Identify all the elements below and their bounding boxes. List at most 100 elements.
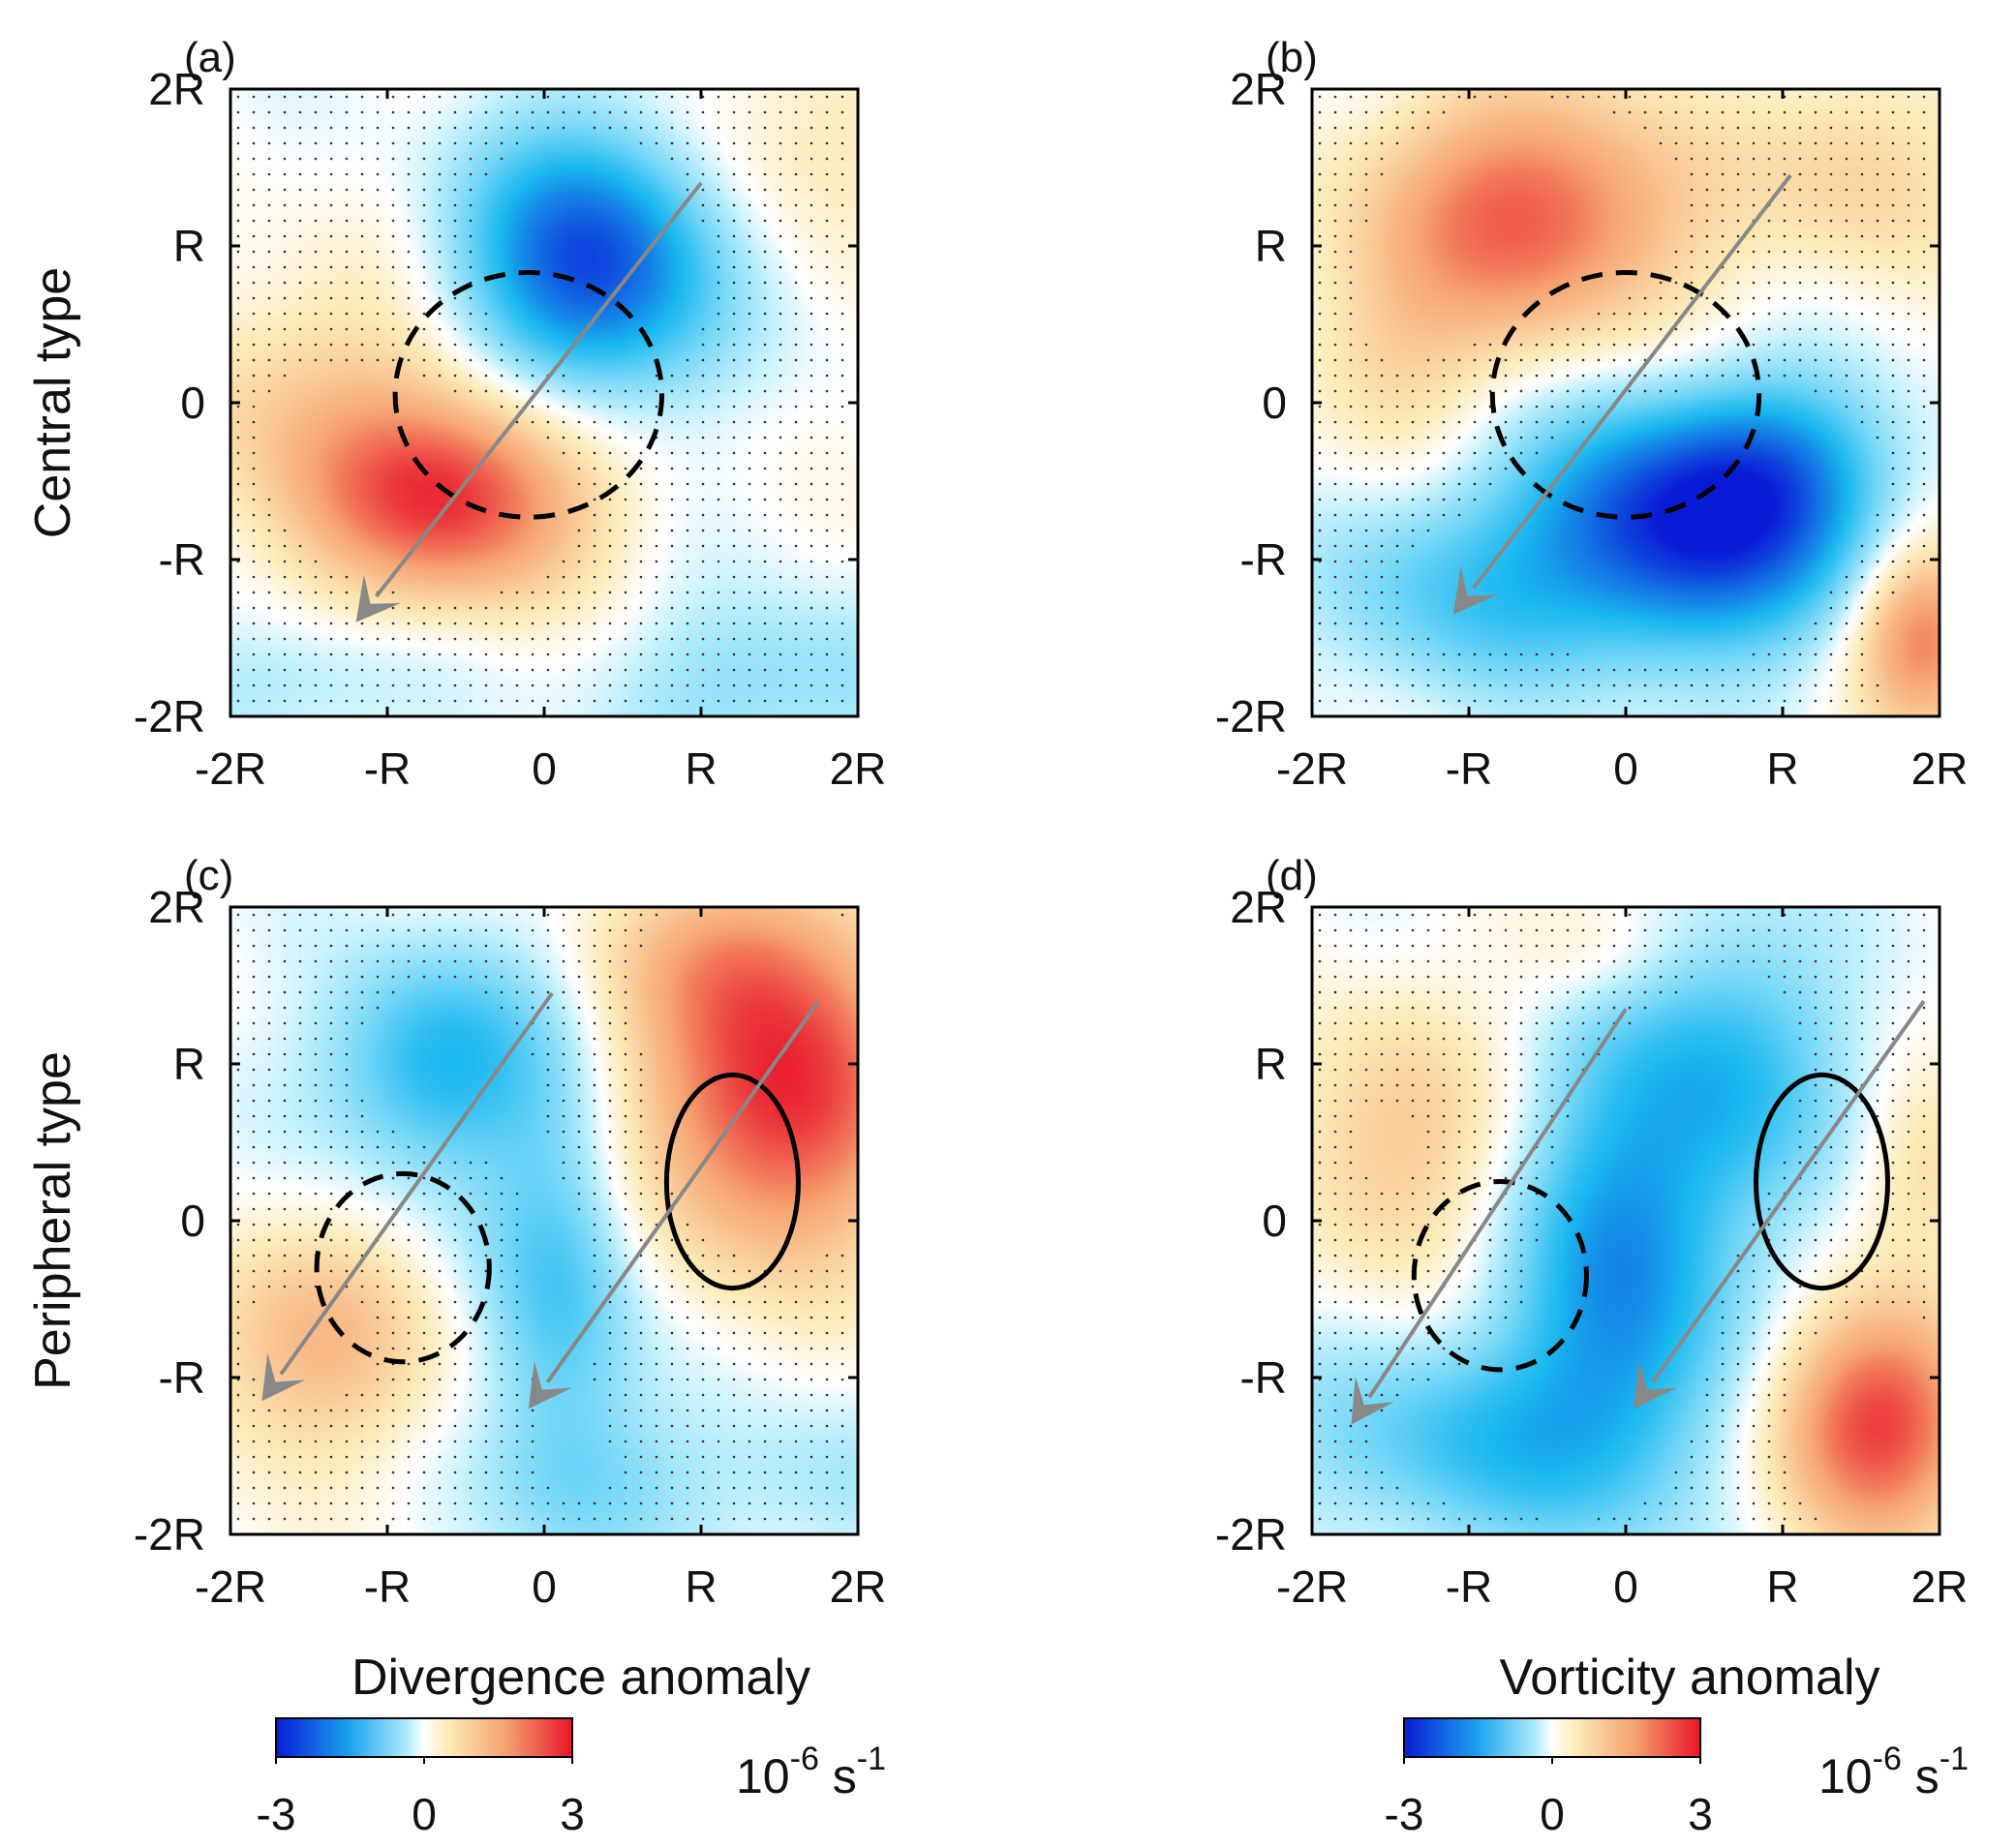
significance-dot bbox=[1333, 1347, 1337, 1350]
significance-dot bbox=[686, 389, 689, 393]
significance-dot bbox=[809, 358, 813, 362]
significance-dot bbox=[1829, 959, 1833, 963]
significance-dot bbox=[1736, 1378, 1740, 1381]
significance-dot bbox=[391, 637, 395, 641]
significance-dot bbox=[314, 560, 318, 563]
significance-dot bbox=[732, 621, 736, 625]
significance-dot bbox=[1736, 203, 1740, 207]
unit-exp1-vorticity: -6 bbox=[1873, 1741, 1902, 1777]
significance-dot bbox=[360, 1099, 364, 1103]
significance-dot bbox=[314, 1021, 318, 1025]
significance-dot bbox=[779, 1285, 782, 1288]
significance-dot bbox=[624, 126, 627, 130]
significance-dot bbox=[794, 389, 798, 393]
significance-dot bbox=[1876, 327, 1879, 331]
significance-dot bbox=[546, 699, 550, 703]
significance-dot bbox=[1783, 1470, 1787, 1474]
significance-dot bbox=[345, 1439, 349, 1443]
significance-dot bbox=[794, 544, 798, 548]
significance-dot bbox=[701, 327, 705, 331]
significance-dot bbox=[1814, 1037, 1817, 1041]
significance-dot bbox=[329, 234, 333, 238]
significance-dot bbox=[376, 95, 380, 99]
significance-dot bbox=[686, 95, 689, 99]
significance-dot bbox=[1829, 95, 1833, 99]
significance-dot bbox=[267, 188, 271, 192]
significance-dot bbox=[345, 1176, 349, 1180]
significance-dot bbox=[732, 544, 736, 548]
significance-dot bbox=[500, 126, 504, 130]
significance-dot bbox=[283, 1192, 287, 1196]
significance-dot bbox=[1860, 1068, 1864, 1072]
significance-dot bbox=[840, 374, 844, 378]
significance-dot bbox=[608, 1501, 612, 1505]
significance-dot bbox=[825, 327, 829, 331]
significance-dot bbox=[1457, 652, 1461, 656]
significance-dot bbox=[624, 913, 627, 917]
significance-dot bbox=[794, 683, 798, 687]
y-tick-c-2: 0 bbox=[180, 1196, 205, 1246]
significance-dot bbox=[1736, 1347, 1740, 1350]
significance-dot bbox=[825, 1501, 829, 1505]
significance-dot bbox=[1767, 358, 1771, 362]
significance-dot bbox=[391, 327, 395, 331]
significance-dot bbox=[624, 482, 627, 486]
significance-dot bbox=[407, 1316, 411, 1319]
significance-dot bbox=[469, 913, 473, 917]
significance-dot bbox=[779, 544, 782, 548]
significance-dot bbox=[794, 560, 798, 563]
significance-dot bbox=[407, 219, 411, 223]
significance-dot bbox=[1349, 467, 1353, 470]
significance-dot bbox=[1814, 975, 1817, 979]
y-tick-c-0: 2R bbox=[148, 882, 205, 932]
unit-exp1-divergence: -6 bbox=[790, 1741, 819, 1777]
significance-dot bbox=[1318, 467, 1322, 470]
significance-dot bbox=[1488, 1316, 1492, 1319]
significance-dot bbox=[624, 606, 627, 610]
significance-dot bbox=[825, 668, 829, 672]
significance-dot bbox=[639, 482, 643, 486]
significance-dot bbox=[1318, 1192, 1322, 1196]
significance-dot bbox=[577, 95, 581, 99]
significance-dot bbox=[283, 544, 287, 548]
significance-dot bbox=[1395, 482, 1399, 486]
significance-dot bbox=[1798, 1331, 1802, 1335]
significance-dot bbox=[252, 1501, 256, 1505]
significance-dot bbox=[1380, 172, 1384, 176]
significance-dot bbox=[779, 498, 782, 501]
significance-dot bbox=[1736, 110, 1740, 114]
significance-dot bbox=[1829, 1083, 1833, 1087]
significance-dot bbox=[546, 1486, 550, 1490]
significance-dot bbox=[267, 1285, 271, 1288]
significance-dot bbox=[686, 544, 689, 548]
significance-dot bbox=[639, 1223, 643, 1227]
significance-dot bbox=[252, 327, 256, 331]
significance-dot bbox=[1736, 1424, 1740, 1428]
x-tick-b-2: 0 bbox=[1613, 743, 1638, 794]
significance-dot bbox=[779, 405, 782, 409]
significance-dot bbox=[1411, 1083, 1415, 1087]
significance-dot bbox=[1674, 1486, 1678, 1490]
significance-dot bbox=[422, 1254, 426, 1257]
significance-dot bbox=[469, 1517, 473, 1521]
significance-dot bbox=[1488, 1099, 1492, 1103]
significance-dot bbox=[1767, 699, 1771, 703]
significance-dot bbox=[1876, 389, 1879, 393]
significance-dot bbox=[1798, 296, 1802, 300]
significance-dot bbox=[1333, 203, 1337, 207]
significance-dot bbox=[1860, 1130, 1864, 1134]
significance-dot bbox=[779, 1362, 782, 1366]
significance-dot bbox=[608, 1207, 612, 1211]
significance-dot bbox=[562, 1021, 565, 1025]
significance-dot bbox=[1922, 1130, 1926, 1134]
significance-dot bbox=[1395, 1347, 1399, 1350]
significance-dot bbox=[1829, 1238, 1833, 1242]
significance-dot bbox=[1597, 405, 1601, 409]
significance-dot bbox=[360, 1130, 364, 1134]
significance-dot bbox=[1349, 312, 1353, 316]
significance-dot bbox=[1721, 126, 1725, 130]
significance-dot bbox=[1736, 1486, 1740, 1490]
significance-dot bbox=[1581, 1021, 1585, 1025]
track-arrows-b bbox=[1452, 173, 1792, 615]
significance-dot bbox=[779, 1455, 782, 1459]
